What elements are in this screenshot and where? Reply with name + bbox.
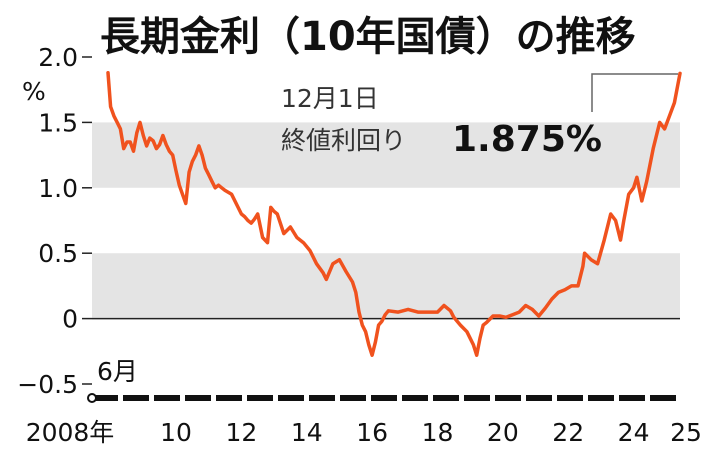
x-tick-labels: 2008年 10 12 14 16 18 20 22 24 25 [26,418,702,447]
x-tick-label: 20 [487,418,519,447]
chart-title: 長期金利（10年国債）の推移 [100,14,636,60]
start-month-label: 6月 [97,357,138,386]
x-tick-label: 24 [618,418,650,447]
y-tick-label: 1.0 [38,174,78,203]
x-tick-label: 10 [160,418,192,447]
x-axis-start-marker [87,393,97,403]
x-tick-label: 25 [670,418,702,447]
y-tick-label: 0.5 [38,239,78,268]
x-tick-label: 18 [422,418,454,447]
y-tick-label: 1.5 [38,108,78,137]
x-tick-label: 22 [552,418,584,447]
annotation-date: 12月1日 [281,84,379,113]
yield-series-line [106,70,682,357]
y-tick-labels: 2.0 1.5 1.0 0.5 0 −0.5 [17,43,92,399]
y-unit-label: % [22,77,46,106]
annotation-leader-line [591,73,678,112]
y-tick-label: −0.5 [17,370,78,399]
x-tick-label: 12 [225,418,257,447]
y-tick-label: 0 [62,305,78,334]
x-tick-label: 2008年 [26,418,115,447]
annotation-label: 終値利回り [281,126,406,155]
x-tick-label: 14 [291,418,323,447]
y-tick-label: 2.0 [38,43,78,72]
annotation-value: 1.875% [452,119,602,160]
band-1 [92,253,680,319]
x-axis [87,393,680,403]
x-tick-label: 16 [356,418,388,447]
